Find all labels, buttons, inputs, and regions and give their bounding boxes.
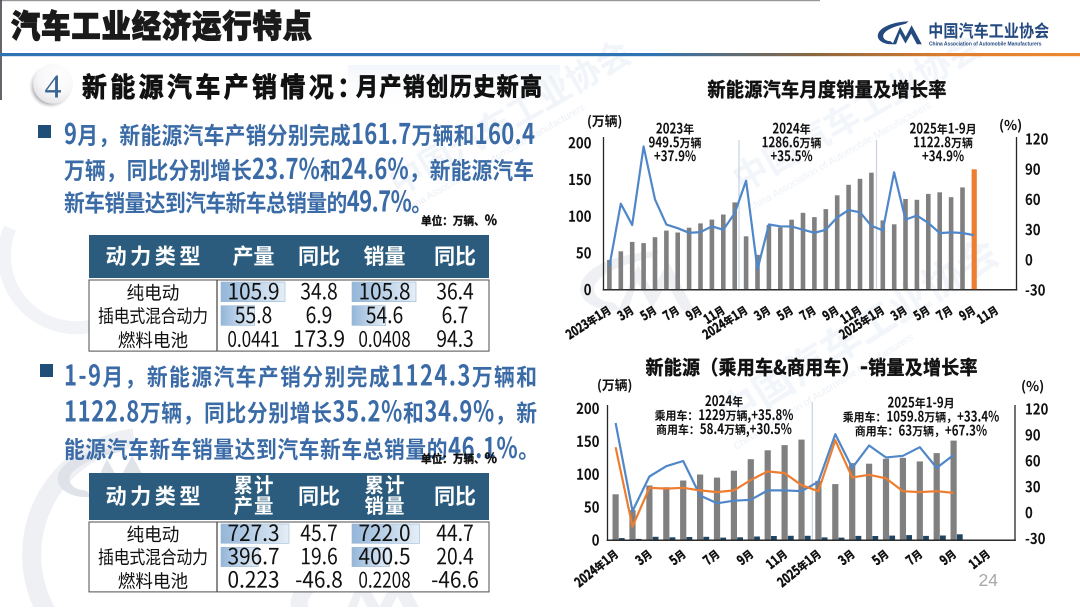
svg-text:4: 4 — [45, 69, 62, 106]
svg-text:China Association of Automobil: China Association of Automobile Manufact… — [929, 41, 1042, 47]
svg-text:24: 24 — [979, 570, 999, 590]
